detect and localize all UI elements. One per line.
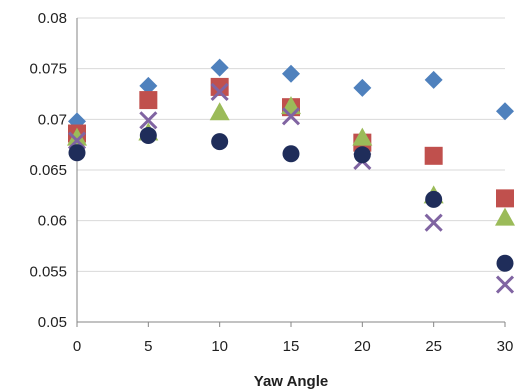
x-tick-label: 15 [283, 338, 300, 355]
x-point [424, 213, 443, 232]
x-tick-label: 5 [144, 338, 152, 355]
x-point-stroke [139, 111, 158, 130]
x-point-stroke [281, 107, 301, 126]
square-point [139, 91, 158, 110]
square-point [496, 189, 514, 208]
circle-point [353, 146, 371, 164]
triangle-point [495, 207, 515, 226]
diamond-point [139, 76, 158, 95]
circle-point [282, 145, 300, 163]
x-point-stroke [67, 131, 87, 150]
triangle-point [209, 102, 230, 121]
x-tick-label: 30 [497, 338, 514, 355]
circle-point [425, 190, 443, 208]
diamond-point [496, 102, 514, 121]
x-tick-label: 10 [211, 338, 228, 355]
y-tick-labels: 0.05 0.055 0.06 0.065 0.07 0.075 0.08 [29, 10, 67, 331]
y-tick-label: 0.06 [38, 213, 67, 230]
y-tick-label: 0.075 [29, 61, 67, 78]
square-point [210, 77, 229, 96]
circle-point [68, 144, 86, 162]
x-point [210, 82, 229, 102]
diamond-point [353, 78, 372, 97]
x-point [495, 275, 515, 294]
circle-point [211, 133, 229, 151]
diamond-point [424, 70, 443, 89]
diamond-point [282, 64, 300, 83]
x-axis-title: Yaw Angle [254, 373, 328, 390]
circle-point [496, 254, 514, 272]
x-point [139, 111, 158, 130]
x-point-stroke [424, 213, 443, 232]
gridlines [76, 17, 506, 327]
x-tick-label: 0 [73, 338, 81, 355]
x-tick-label: 20 [354, 338, 371, 355]
x-point-stroke [495, 275, 515, 294]
x-point-stroke [210, 82, 229, 102]
y-tick-label: 0.08 [38, 10, 67, 27]
triangle-point [67, 127, 87, 146]
diamond-point [210, 58, 229, 77]
triangle-point [352, 127, 373, 146]
x-point [67, 131, 87, 150]
x-tick-label: 25 [425, 338, 442, 355]
y-tick-label: 0.055 [29, 263, 67, 280]
x-point [281, 107, 301, 126]
y-tick-label: 0.05 [38, 314, 67, 331]
x-tick-labels: 0 5 10 15 20 25 30 [73, 338, 514, 355]
data-points [67, 58, 515, 294]
y-tick-label: 0.065 [29, 162, 67, 179]
circle-point [139, 127, 157, 145]
square-point [424, 146, 443, 165]
y-tick-label: 0.07 [38, 111, 67, 128]
